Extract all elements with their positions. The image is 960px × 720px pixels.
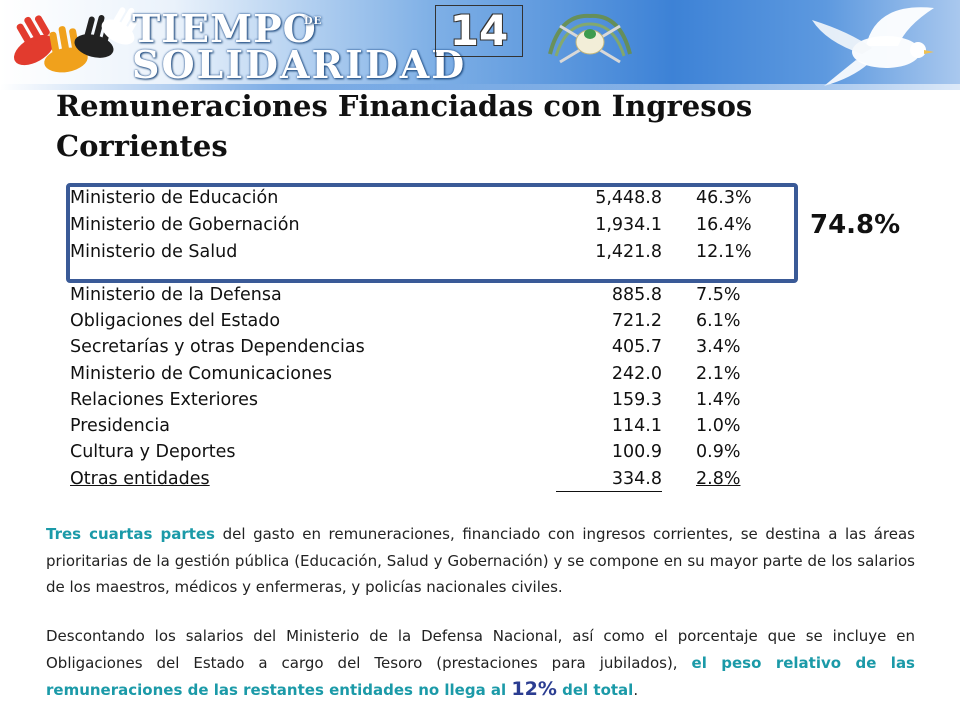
highlight-total: 74.8%: [810, 210, 901, 240]
logo-text: TIEMPO DE SOLIDARIDAD: [132, 6, 464, 87]
row-amount: 242.0: [611, 364, 662, 384]
table-row: Ministerio de Gobernación 1,934.1 16.4%: [70, 215, 770, 241]
row-amount: 1,934.1: [595, 215, 662, 235]
row-amount: 721.2: [611, 311, 662, 331]
logo-line1: TIEMPO: [132, 6, 317, 51]
table-row: Obligaciones del Estado 721.2 6.1%: [70, 311, 770, 337]
table-row: Ministerio de Salud 1,421.8 12.1%: [70, 242, 770, 268]
paragraph-2-highlight-2: del total: [556, 681, 634, 699]
row-pct: 7.5%: [696, 285, 741, 305]
logo-line2: SOLIDARIDAD: [132, 42, 467, 87]
row-name: Presidencia: [70, 416, 170, 436]
row-pct: 1.0%: [696, 416, 741, 436]
row-pct: 0.9%: [696, 442, 741, 462]
row-name: Otras entidades: [70, 469, 210, 489]
row-pct: 2.8%: [696, 469, 741, 489]
page-title: Remuneraciones Financiadas con Ingresos …: [56, 89, 753, 163]
row-pct: 1.4%: [696, 390, 741, 410]
row-amount: 334.8: [611, 469, 662, 489]
table-row: Presidencia 114.1 1.0%: [70, 416, 770, 442]
table-row: Secretarías y otras Dependencias 405.7 3…: [70, 337, 770, 363]
banner-divider: [0, 84, 960, 90]
header-banner: TIEMPO DE SOLIDARIDAD 14: [0, 0, 960, 90]
row-pct: 16.4%: [696, 215, 752, 235]
table-row: Otras entidades 334.8 2.8%: [70, 469, 770, 495]
table-row: Cultura y Deportes 100.9 0.9%: [70, 442, 770, 468]
row-pct: 3.4%: [696, 337, 741, 357]
logo-de: DE: [304, 16, 323, 27]
table-row: Ministerio de la Defensa 885.8 7.5%: [70, 285, 770, 311]
row-pct: 2.1%: [696, 364, 741, 384]
row-amount: 405.7: [611, 337, 662, 357]
table-row: Relaciones Exteriores 159.3 1.4%: [70, 390, 770, 416]
row-amount: 159.3: [611, 390, 662, 410]
amount-underline: [556, 491, 662, 492]
row-name: Secretarías y otras Dependencias: [70, 337, 365, 357]
row-name: Ministerio de Salud: [70, 242, 238, 262]
paragraph-2-highlight-1: el peso relativo de las remuneraciones d…: [46, 653, 915, 700]
table-row: Ministerio de Comunicaciones 242.0 2.1%: [70, 364, 770, 390]
page-number: 14: [435, 5, 523, 57]
white-dove-icon: [812, 7, 934, 86]
row-amount: 100.9: [611, 442, 662, 462]
highlight-box: [66, 183, 798, 283]
row-name: Cultura y Deportes: [70, 442, 236, 462]
paragraph-1-lead: Tres cuartas partes: [46, 525, 215, 543]
row-name: Ministerio de Gobernación: [70, 215, 300, 235]
row-pct: 12.1%: [696, 242, 752, 262]
paragraph-2-end: .: [633, 681, 639, 699]
row-amount: 885.8: [611, 285, 662, 305]
row-amount: 114.1: [611, 416, 662, 436]
guatemala-coat-of-arms-icon: [548, 13, 632, 64]
row-pct: 6.1%: [696, 311, 741, 331]
row-name: Obligaciones del Estado: [70, 311, 281, 331]
row-amount: 5,448.8: [595, 188, 662, 208]
paragraph-1-rest: del gasto en remuneraciones, financiado …: [46, 525, 915, 596]
row-name: Ministerio de la Defensa: [70, 285, 282, 305]
row-name: Ministerio de Educación: [70, 188, 279, 208]
row-pct: 46.3%: [696, 188, 752, 208]
paragraph-2: Descontando los salarios del Ministerio …: [46, 623, 915, 704]
row-name: Ministerio de Comunicaciones: [70, 364, 332, 384]
paragraph-2-number: 12%: [511, 678, 557, 700]
table-row: Ministerio de Educación 5,448.8 46.3%: [70, 188, 770, 214]
paragraph-1: Tres cuartas partes del gasto en remuner…: [46, 521, 915, 601]
paragraph-2-text: Descontando los salarios del Ministerio …: [46, 627, 915, 672]
row-name: Relaciones Exteriores: [70, 390, 258, 410]
row-amount: 1,421.8: [595, 242, 662, 262]
colored-hands-icon: [14, 7, 140, 73]
